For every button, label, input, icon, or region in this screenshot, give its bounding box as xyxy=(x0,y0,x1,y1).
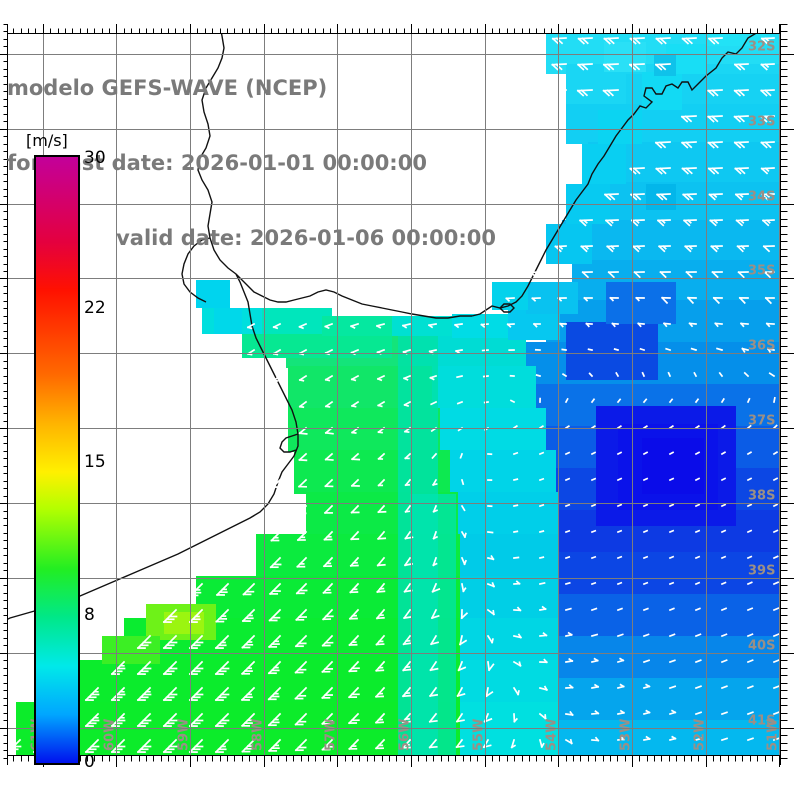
svg-text:56W: 56W xyxy=(398,719,413,751)
left-tick-ruler xyxy=(0,24,8,765)
svg-text:55W: 55W xyxy=(472,719,487,751)
colorbar-unit-label: [m/s] xyxy=(26,131,68,150)
svg-text:32S: 32S xyxy=(748,40,775,55)
svg-text:58W: 58W xyxy=(251,719,266,751)
colorbar-tick-8: 8 xyxy=(84,605,95,625)
colorbar-tick-15: 15 xyxy=(84,452,106,472)
svg-text:39S: 39S xyxy=(748,564,775,579)
svg-text:57W: 57W xyxy=(324,719,339,751)
top-tick-ruler xyxy=(6,24,794,34)
svg-text:36S: 36S xyxy=(748,339,775,354)
colorbar-tick-30: 30 xyxy=(84,148,106,168)
svg-text:59W: 59W xyxy=(177,719,192,751)
svg-text:38S: 38S xyxy=(748,489,775,504)
svg-text:51W: 51W xyxy=(766,719,781,751)
colorbar-tick-0: 0 xyxy=(84,752,95,772)
map-gridlines: 61W60W59W58W57W56W55W54W53W52W51W32S33S3… xyxy=(6,24,794,765)
right-tick-ruler xyxy=(780,24,794,765)
svg-text:33S: 33S xyxy=(748,115,775,130)
svg-text:35S: 35S xyxy=(748,264,775,279)
svg-text:60W: 60W xyxy=(103,719,118,751)
map-plot-area[interactable]: 61W60W59W58W57W56W55W54W53W52W51W32S33S3… xyxy=(6,24,794,765)
svg-text:37S: 37S xyxy=(748,414,775,429)
svg-text:52W: 52W xyxy=(693,719,708,751)
windspeed-field xyxy=(6,24,794,765)
svg-text:40S: 40S xyxy=(748,639,775,654)
svg-text:41S: 41S xyxy=(748,714,775,729)
bottom-tick-ruler xyxy=(6,755,794,767)
svg-text:54W: 54W xyxy=(545,719,560,751)
colorbar[interactable] xyxy=(34,155,80,767)
svg-text:53W: 53W xyxy=(619,719,634,751)
svg-text:34S: 34S xyxy=(748,190,775,205)
colorbar-gradient xyxy=(34,155,80,765)
wind-barbs-overlay xyxy=(6,37,780,754)
colorbar-tick-22: 22 xyxy=(84,298,106,318)
